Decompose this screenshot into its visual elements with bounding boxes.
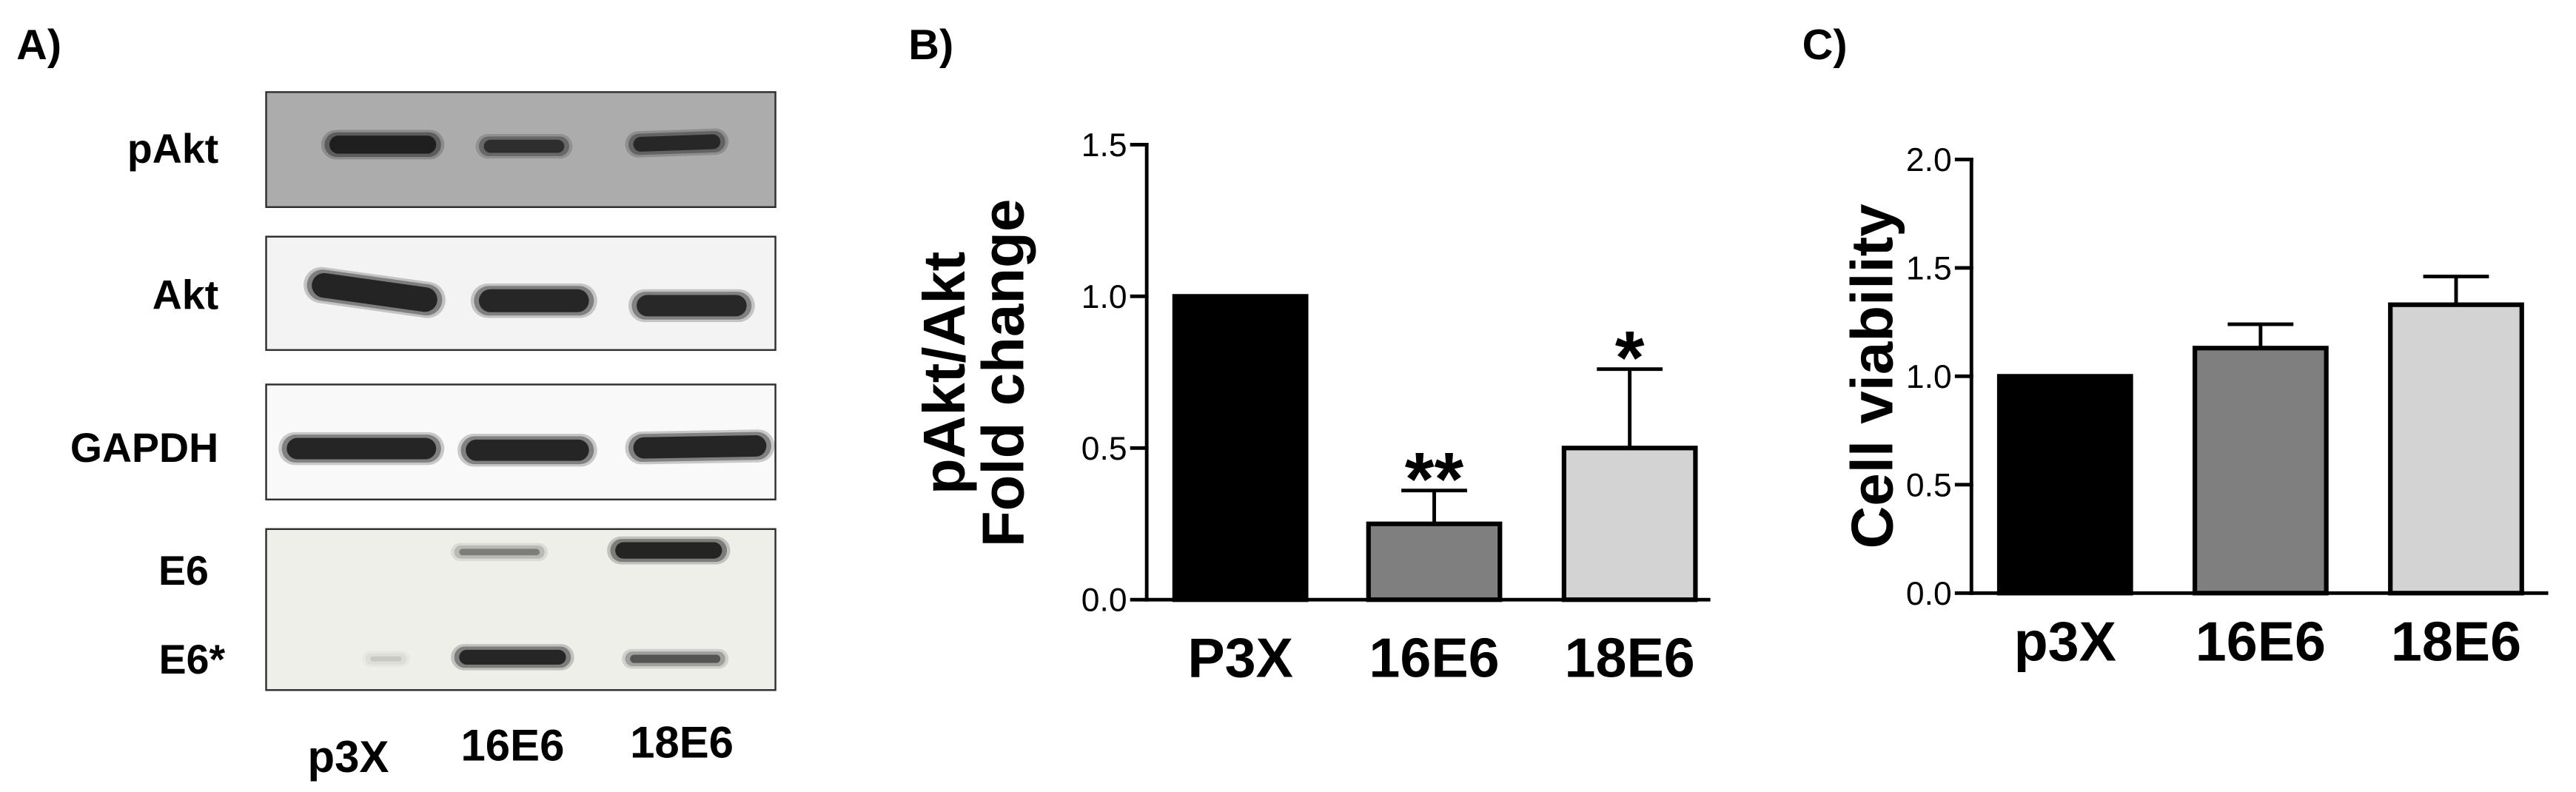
chart-b-ytick-label-1: 0.5 [1081, 431, 1127, 467]
chart-b-bar-16e6 [1366, 521, 1503, 603]
panel-label-c: C) [1802, 21, 1848, 69]
chart-b-xtick-label-16e6: 16E6 [1369, 627, 1499, 689]
chart-c-ytick-label-1: 0.5 [1906, 467, 1952, 503]
chart-c-errorbar-16e6 [2227, 322, 2294, 349]
band-core [466, 439, 589, 461]
chart-b-xtick-label-p3x: P3X [1187, 627, 1293, 689]
chart-b-bar-18e6 [1561, 446, 1698, 603]
chart-c-ytick-label-4: 2.0 [1906, 142, 1952, 178]
band-core [630, 654, 721, 663]
band-halo [451, 543, 549, 562]
chart-b-errorbar-16e6 [1401, 489, 1467, 524]
blot-membranes [265, 91, 777, 691]
blot-band-e6-16e6 [451, 543, 549, 562]
blot-band-gapdh-16e6 [457, 434, 597, 467]
blot-band-pakt-p3x [321, 130, 445, 160]
blot-band-e6-star-18e6 [622, 648, 729, 669]
band-halo [454, 545, 545, 559]
chart-c-ytick-label-3: 1.5 [1906, 250, 1952, 286]
blot-lane-label-p3x: p3X [308, 732, 389, 782]
chart-b-ytick-label-3: 1.5 [1081, 127, 1127, 164]
blot-band-e6-star-16e6 [451, 644, 574, 671]
panel-label-a: A) [16, 21, 61, 69]
chart-c-bar-p3x [1996, 374, 2133, 596]
panel-b-chart: B) pAkt/Akt Fold change P3X ** 16E6 * 18E6 0.… [908, 21, 1711, 689]
blot-row-label-pakt: pAkt [127, 126, 218, 172]
blot-band-akt-18e6 [628, 289, 755, 323]
blot-band-akt-p3x [303, 266, 446, 318]
chart-c-xtick-label-16e6: 16E6 [2196, 610, 2326, 672]
chart-c-xtick-label-18e6: 18E6 [2391, 610, 2521, 672]
blot-strip-akt [265, 235, 777, 352]
band-core [637, 295, 747, 317]
chart-b-marks: P3X ** 16E6 * 18E6 0.0 0.5 1.0 1.5 [1081, 127, 1711, 689]
chart-b-bar-p3x [1172, 294, 1309, 603]
blot-strip-pakt [265, 91, 777, 208]
band-core [483, 139, 565, 153]
panel-c-chart: C) Cell viability p3X 16E6 18E6 0.0 0.5 1.0 1.… [1802, 21, 2549, 672]
band-core [615, 542, 722, 559]
blot-lane-label-18e6: 18E6 [630, 717, 734, 767]
blot-row-label-e6-star: E6* [159, 637, 226, 682]
chart-c-xtick-label-p3x: p3X [2014, 610, 2116, 672]
blot-lane-labels: p3X 16E6 18E6 [308, 717, 734, 782]
blot-band-e6-18e6 [607, 536, 731, 565]
band-core [478, 289, 589, 312]
blot-strip-e6 [265, 528, 777, 691]
chart-b-significance-16e6: ** [1405, 437, 1464, 522]
band-core [633, 435, 767, 459]
chart-b-ytick-label-0: 0.0 [1081, 583, 1127, 619]
chart-b-y-axis-label-line-2: Fold change [970, 199, 1036, 547]
chart-b-errorbar-18e6 [1597, 367, 1663, 449]
chart-c-y-axis-label: Cell viability [1839, 204, 1905, 548]
band-core [459, 548, 540, 556]
chart-b-ytick-label-2: 1.0 [1081, 279, 1127, 315]
chart-c-bar-18e6 [2388, 302, 2524, 596]
band-core [312, 272, 437, 312]
chart-b-xtick-label-18e6: 18E6 [1565, 627, 1695, 689]
band-core [329, 135, 437, 154]
blot-row-labels: pAkt Akt GAPDH E6 E6* [70, 126, 226, 682]
blot-band-pakt-18e6 [625, 128, 729, 158]
band-core [370, 656, 402, 662]
band-core [286, 437, 437, 460]
blot-lane-label-16e6: 16E6 [460, 721, 564, 771]
blot-band-akt-16e6 [470, 283, 597, 318]
band-halo [365, 653, 407, 665]
blot-strip-gapdh [265, 383, 777, 501]
blot-band-pakt-16e6 [475, 134, 573, 159]
band-core [633, 134, 721, 152]
blot-band-gapdh-p3x [278, 432, 445, 466]
panel-label-b: B) [908, 21, 953, 69]
chart-b-significance-18e6: * [1615, 316, 1645, 400]
chart-b-y-axis-label-line-1: pAkt/Akt [911, 252, 977, 494]
chart-c-ytick-label-2: 1.0 [1906, 359, 1952, 395]
chart-c-errorbar-18e6 [2423, 275, 2489, 305]
chart-c-bar-16e6 [2192, 346, 2329, 596]
panel-a-western-blot: A) pAkt Akt GAPDH E6 E6* p3X 16E6 18E6 [16, 21, 777, 782]
chart-c-marks: p3X 16E6 18E6 0.0 0.5 1.0 1.5 2.0 [1906, 142, 2549, 672]
blot-band-e6-star-p3x [365, 653, 407, 665]
band-core [459, 649, 566, 665]
blot-row-label-gapdh: GAPDH [70, 425, 218, 471]
blot-row-label-akt: Akt [152, 272, 218, 318]
chart-c-ytick-label-0: 0.0 [1906, 576, 1952, 612]
blot-row-label-e6: E6 [158, 548, 209, 594]
blot-band-gapdh-18e6 [625, 429, 775, 465]
